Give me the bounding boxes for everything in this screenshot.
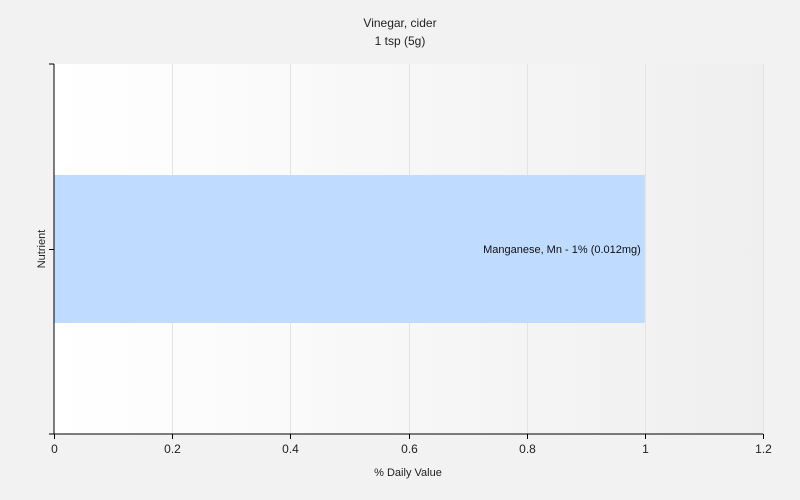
chart-subtitle: 1 tsp (5g) <box>375 34 426 48</box>
x-tick-label: 0 <box>51 442 58 456</box>
x-ticks: 0 0.2 0.4 0.6 0.8 1 1.2 <box>51 434 772 456</box>
y-axis-label: Nutrient <box>36 230 48 269</box>
x-tick-label: 1.2 <box>755 442 772 456</box>
bar-data-label: Manganese, Mn - 1% (0.012mg) <box>483 244 641 256</box>
x-tick-label: 0.4 <box>282 442 299 456</box>
x-tick-label: 0.2 <box>164 442 181 456</box>
x-axis-label: % Daily Value <box>374 467 442 479</box>
bars: Manganese, Mn - 1% (0.012mg) <box>54 175 645 323</box>
x-tick-label: 1 <box>642 442 649 456</box>
bar <box>54 175 645 323</box>
x-tick-label: 0.8 <box>519 442 536 456</box>
chart-title: Vinegar, cider <box>363 16 436 30</box>
x-tick-label: 0.6 <box>401 442 418 456</box>
